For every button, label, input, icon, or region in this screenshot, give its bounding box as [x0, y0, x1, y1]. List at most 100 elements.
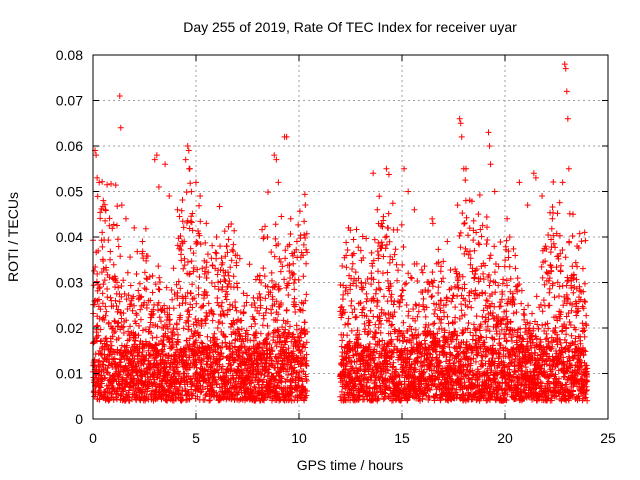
data-point — [156, 369, 163, 376]
data-point — [459, 273, 466, 280]
data-point — [405, 369, 412, 376]
data-point — [478, 334, 485, 341]
data-point — [351, 306, 358, 313]
data-point — [233, 280, 240, 287]
data-point — [217, 267, 224, 274]
data-point — [238, 326, 245, 333]
data-point — [480, 276, 487, 283]
data-point — [204, 313, 211, 320]
data-point — [482, 360, 489, 367]
data-point — [195, 228, 202, 234]
data-point — [470, 290, 477, 297]
data-point — [350, 280, 357, 287]
data-point — [150, 310, 157, 317]
data-point — [387, 283, 394, 290]
data-point — [379, 270, 386, 277]
data-point — [505, 254, 512, 261]
data-point — [419, 269, 426, 276]
data-point — [241, 343, 248, 350]
data-point — [456, 343, 463, 350]
data-point — [506, 263, 513, 270]
data-point — [277, 259, 284, 266]
data-point — [461, 311, 468, 318]
data-point — [376, 315, 383, 322]
data-point — [146, 323, 153, 330]
data-point — [256, 272, 263, 279]
data-point — [414, 354, 421, 361]
data-point — [188, 213, 195, 220]
data-point — [465, 319, 472, 326]
data-point — [532, 174, 539, 181]
data-point — [111, 317, 118, 324]
data-point — [162, 161, 169, 168]
data-point — [113, 396, 120, 403]
data-point — [372, 374, 379, 381]
data-point — [280, 330, 287, 337]
data-point — [457, 244, 464, 251]
data-point — [175, 339, 182, 346]
data-point — [458, 292, 465, 299]
data-point — [499, 291, 506, 298]
data-point — [204, 292, 211, 299]
data-point — [429, 283, 436, 290]
data-point — [271, 375, 278, 382]
data-point — [268, 269, 275, 276]
data-point — [144, 253, 151, 260]
data-point — [202, 367, 209, 374]
data-point — [417, 341, 424, 348]
data-point — [191, 295, 198, 302]
data-point — [119, 324, 126, 331]
data-point — [286, 261, 293, 268]
data-point — [512, 252, 519, 259]
data-point — [182, 156, 189, 163]
data-point — [291, 286, 298, 293]
data-point — [170, 367, 177, 374]
data-point — [207, 337, 214, 344]
data-point — [422, 313, 429, 320]
data-point — [178, 397, 185, 404]
data-point — [170, 265, 177, 272]
data-point — [377, 384, 384, 391]
data-point — [396, 327, 403, 334]
data-point — [230, 317, 237, 324]
data-point — [253, 329, 260, 336]
data-point — [96, 285, 103, 292]
data-point — [257, 294, 264, 301]
data-point — [298, 375, 305, 382]
data-point — [285, 292, 292, 299]
data-point — [257, 370, 264, 377]
data-point — [193, 238, 200, 245]
data-point — [346, 272, 353, 279]
data-point — [418, 266, 425, 273]
data-point — [475, 211, 482, 218]
data-point — [175, 278, 182, 285]
data-point — [369, 366, 376, 373]
data-point — [398, 381, 405, 388]
data-point — [504, 215, 511, 222]
data-point — [503, 397, 510, 404]
data-point — [465, 251, 472, 258]
data-point — [565, 165, 572, 172]
data-point — [477, 321, 484, 328]
data-point — [516, 281, 523, 288]
data-point — [195, 285, 202, 292]
data-point — [219, 320, 226, 327]
data-point — [411, 206, 418, 213]
data-point — [197, 193, 204, 200]
data-point — [498, 385, 505, 392]
data-point — [362, 280, 369, 287]
data-point — [399, 287, 406, 294]
data-point — [482, 262, 489, 269]
data-point — [491, 336, 498, 343]
data-point — [236, 348, 243, 355]
data-point — [375, 268, 382, 275]
data-point — [458, 356, 465, 363]
data-point — [486, 328, 493, 335]
data-point — [491, 243, 498, 250]
data-point — [441, 327, 448, 334]
data-point — [113, 279, 120, 286]
data-point — [289, 252, 296, 259]
data-point — [370, 313, 377, 320]
data-point — [112, 284, 119, 291]
data-point — [282, 255, 289, 262]
